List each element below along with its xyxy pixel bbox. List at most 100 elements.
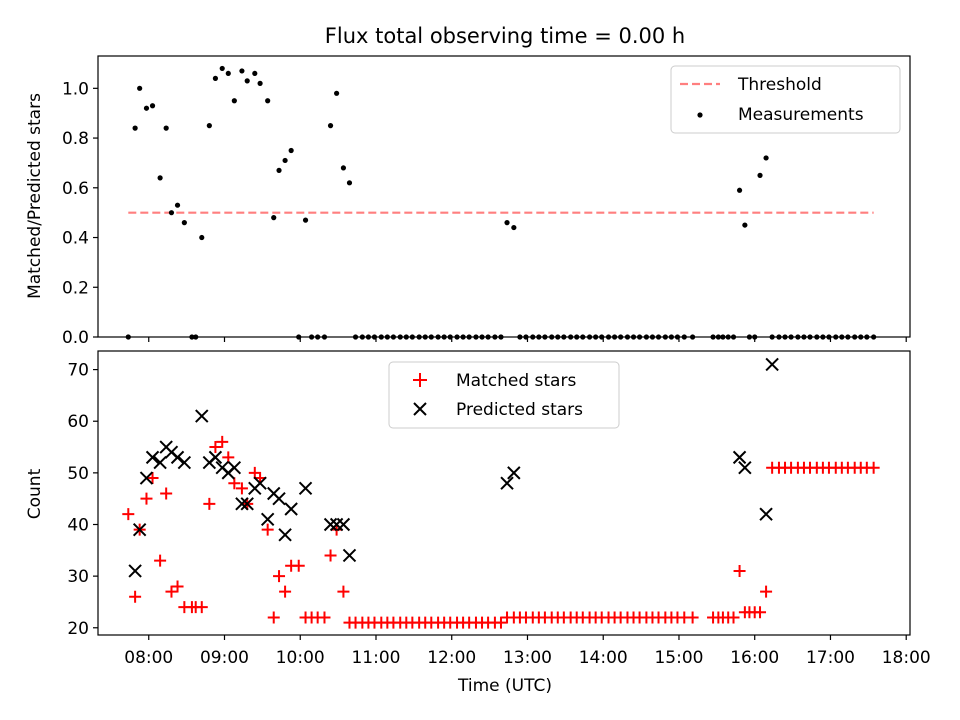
bottom-y-axis-label: Count: [25, 468, 45, 519]
predicted-stars-point: [500, 476, 514, 490]
predicted-stars-point: [177, 455, 192, 470]
y-tick-label: 0.2: [62, 278, 89, 298]
x-tick-label: 13:00: [503, 648, 552, 668]
matched-stars-point: [754, 606, 767, 619]
predicted-legend-label: Predicted stars: [456, 400, 583, 420]
measurements-point: [157, 175, 163, 181]
predicted-stars-point: [342, 548, 357, 563]
matched-stars-point: [261, 523, 274, 536]
matched-stars-point: [727, 611, 740, 624]
matched-stars-point: [733, 564, 746, 577]
top-legend: Threshold Measurements: [670, 65, 901, 134]
measurements-legend-label: Measurements: [738, 105, 864, 125]
y-tick-label: 0.4: [62, 229, 89, 249]
predicted-stars-point: [208, 450, 223, 465]
predicted-stars-point: [260, 512, 275, 527]
y-tick-label: 0.8: [62, 129, 89, 149]
predicted-stars-point: [278, 528, 292, 542]
matched-stars-point: [324, 549, 337, 562]
predicted-stars-point: [765, 357, 779, 372]
y-tick-label: 1.0: [62, 79, 89, 99]
measurements-point: [219, 65, 225, 72]
matched-stars-point: [171, 580, 184, 593]
predicted-stars-point: [284, 502, 298, 516]
y-tick-label: 20: [67, 619, 89, 639]
bottom-legend-box: [388, 361, 620, 429]
measurements-point: [327, 123, 334, 129]
predicted-stars-point: [139, 471, 154, 485]
y-tick-label: 70: [67, 361, 89, 381]
matched-legend-marker: [413, 373, 427, 387]
x-tick-label: 14:00: [579, 648, 628, 668]
measurements-point: [742, 222, 748, 228]
matched-stars-point: [273, 570, 286, 583]
matched-stars-point: [279, 585, 292, 598]
x-tick-label: 09:00: [200, 648, 249, 668]
predicted-stars-point: [759, 507, 773, 521]
predicted-stars-point: [272, 491, 286, 506]
measurements-point: [757, 172, 763, 178]
predicted-stars-point: [507, 466, 521, 480]
y-tick-label: 60: [67, 412, 89, 432]
matched-stars-point: [228, 477, 241, 490]
measurements-point: [239, 68, 245, 74]
matched-stars-point: [867, 461, 880, 474]
predicted-stars-point: [738, 460, 752, 475]
matched-stars-point: [122, 508, 135, 521]
measurements-point: [149, 103, 156, 109]
measurements-point: [143, 105, 150, 111]
predicted-stars-point: [235, 497, 249, 511]
measurements-point: [288, 147, 294, 154]
predicted-stars-point: [170, 450, 185, 465]
matched-stars-point: [318, 611, 331, 624]
predicted-stars-point: [298, 481, 313, 496]
y-tick-label: 0.6: [62, 179, 89, 199]
predicted-legend-marker: [413, 402, 427, 416]
measurements-point: [334, 90, 340, 96]
predicted-stars-point: [336, 517, 351, 532]
matched-stars-point: [337, 585, 350, 598]
matched-legend-label: Matched stars: [456, 371, 576, 391]
x-tick-label: 16:00: [730, 648, 779, 668]
top-axes-frame: [97, 55, 911, 338]
matched-stars-point: [195, 601, 208, 614]
measurements-point: [163, 125, 169, 131]
measurements-point: [346, 180, 353, 186]
x-tick-label: 18:00: [882, 648, 931, 668]
matched-stars-point: [494, 616, 507, 629]
measurements-point: [504, 220, 510, 226]
measurements-point: [181, 220, 187, 226]
predicted-stars-point: [195, 409, 209, 423]
predicted-stars-point: [128, 564, 142, 578]
matched-stars-point: [209, 441, 222, 454]
predicted-stars-point: [732, 450, 747, 465]
bottom-axes-frame: [97, 350, 911, 636]
measurements-point: [763, 155, 769, 161]
matched-stars-point: [140, 492, 153, 505]
measurements-point: [137, 85, 143, 91]
y-tick-label: 30: [67, 567, 89, 587]
measurements-point: [276, 167, 282, 173]
matched-stars-point: [203, 497, 216, 510]
matched-stars-point: [146, 472, 159, 485]
top-plot-area: 0.0 0.2 0.4 0.6 0.8 1.0: [62, 65, 907, 348]
measurements-point: [340, 165, 347, 171]
x-tick-label: 08:00: [124, 648, 173, 668]
measurements-point: [225, 70, 231, 77]
matched-stars-point: [154, 554, 167, 567]
measurements-point: [257, 80, 263, 86]
bottom-legend: Matched stars Predicted stars: [388, 361, 620, 429]
x-tick-label: 17:00: [806, 648, 855, 668]
matched-stars-point: [267, 611, 280, 624]
measurements-point: [199, 234, 205, 241]
measurements-point: [244, 78, 250, 84]
y-tick-label: 0.0: [62, 328, 89, 348]
matched-stars-point: [216, 435, 229, 448]
measurements-point: [265, 98, 271, 104]
matched-stars-point: [129, 590, 142, 603]
predicted-stars-point: [145, 450, 160, 465]
matched-stars-point: [165, 585, 178, 598]
x-tick-label: 11:00: [351, 648, 400, 668]
measurements-point: [282, 157, 288, 164]
x-tick-label: 15:00: [654, 648, 703, 668]
